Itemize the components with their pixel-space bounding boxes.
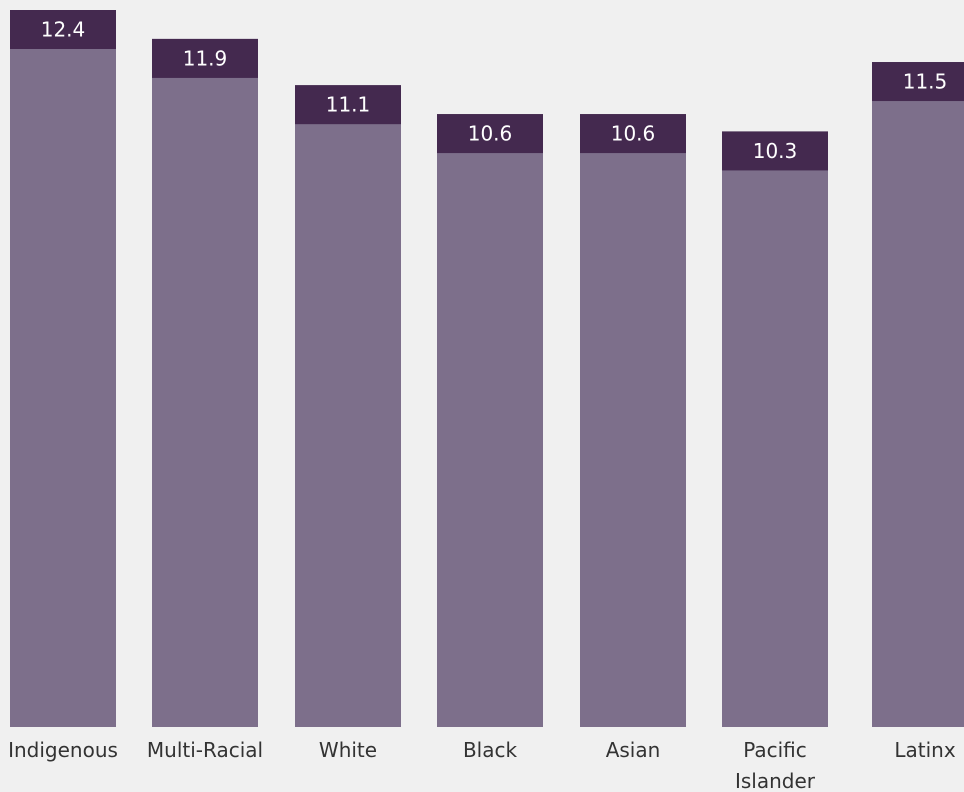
bar-label-cap-3 xyxy=(437,114,543,154)
bar-label-cap-1 xyxy=(152,38,258,78)
bar-label-cap-5 xyxy=(722,131,828,171)
category-label-0: Indigenous xyxy=(8,738,118,762)
value-label-1: 11.9 xyxy=(183,46,228,70)
bar-6 xyxy=(872,62,964,727)
value-label-5: 10.3 xyxy=(753,139,798,163)
bar-2 xyxy=(295,85,401,727)
category-label-6: Latinx xyxy=(894,738,955,762)
bar-label-cap-0 xyxy=(10,10,116,49)
bars-group: 12.4 Indigenous 11.9 Multi-Racial 11.1 White 1… xyxy=(8,10,964,792)
category-label-2: White xyxy=(319,738,377,762)
bar-label-cap-2 xyxy=(295,85,401,125)
value-label-3: 10.6 xyxy=(468,122,513,146)
value-label-0: 12.4 xyxy=(41,18,86,42)
bar-5 xyxy=(722,131,828,727)
bar-label-cap-6 xyxy=(872,62,964,102)
bar-0 xyxy=(10,10,116,727)
category-label-5: Pacific Islander xyxy=(735,738,816,792)
bar-4 xyxy=(580,114,686,728)
bar-1 xyxy=(152,38,258,727)
category-label-1: Multi-Racial xyxy=(147,738,263,762)
value-label-4: 10.6 xyxy=(611,122,656,146)
value-label-6: 11.5 xyxy=(903,70,948,94)
category-label-4: Asian xyxy=(606,738,661,762)
bar-3 xyxy=(437,114,543,728)
value-label-2: 11.1 xyxy=(326,93,371,117)
category-label-3: Black xyxy=(463,738,518,762)
bar-label-cap-4 xyxy=(580,114,686,154)
